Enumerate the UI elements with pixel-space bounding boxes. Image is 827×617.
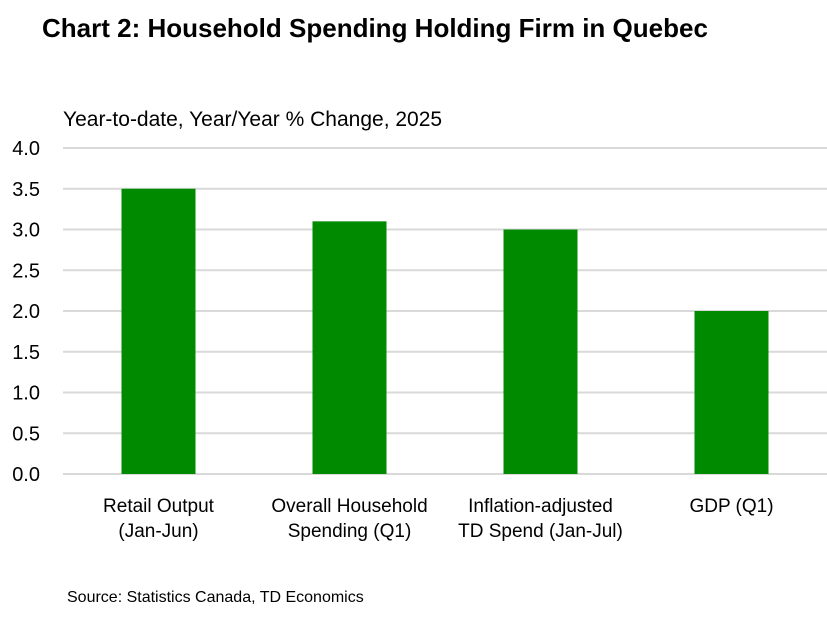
y-tick-label: 1.5 [12,342,40,364]
y-tick-label: 0.0 [12,464,40,486]
x-category-label: Inflation-adjusted [468,496,613,517]
bar [121,188,196,474]
y-tick-label: 2.0 [12,301,40,323]
y-tick-label: 3.5 [12,179,40,201]
source-note: Source: Statistics Canada, TD Economics [67,589,364,606]
bar [694,311,769,474]
y-tick-label: 1.0 [12,383,40,405]
x-category-label: (Jan-Jun) [118,521,198,542]
x-category-label: GDP (Q1) [689,496,773,517]
bar [503,229,578,474]
x-category-label: Retail Output [103,496,215,517]
chart-title: Chart 2: Household Spending Holding Firm… [42,13,708,43]
y-tick-label: 0.5 [12,423,40,445]
y-axis-tick-labels: 0.0 0.5 1.0 1.5 2.0 2.5 3.0 3.5 4.0 [12,138,40,486]
x-category-label: Overall Household [271,496,427,517]
chart-subtitle: Year-to-date, Year/Year % Change, 2025 [63,108,443,131]
y-tick-label: 4.0 [12,138,40,160]
y-tick-label: 2.5 [12,260,40,282]
x-category-label: TD Spend (Jan-Jul) [458,521,623,542]
x-category-label: Spending (Q1) [288,521,412,542]
x-axis-category-labels: Retail Output (Jan-Jun) Overall Household S… [103,496,774,542]
bar [312,221,387,474]
y-tick-label: 3.0 [12,220,40,242]
bars [121,188,769,474]
